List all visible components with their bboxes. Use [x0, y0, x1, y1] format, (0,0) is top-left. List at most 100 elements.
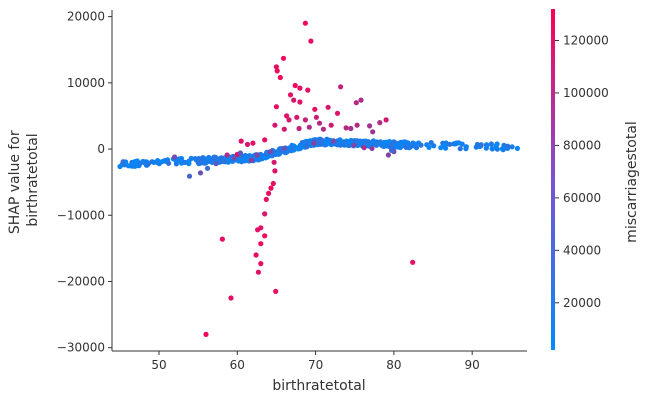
scatter-point	[308, 38, 314, 44]
scatter-point	[400, 140, 406, 146]
scatter-point	[273, 288, 279, 294]
scatter-point	[268, 185, 274, 191]
scatter-point	[361, 145, 367, 151]
scatter-point	[509, 144, 515, 150]
scatter-point	[311, 140, 317, 146]
scatter-point	[369, 145, 375, 151]
x-tick-label: 80	[386, 358, 401, 372]
scatter-point	[258, 241, 264, 247]
scatter-point	[297, 99, 303, 105]
scatter-point	[166, 160, 172, 166]
scatter-point	[266, 190, 272, 196]
scatter-point	[192, 156, 198, 162]
scatter-point	[351, 142, 357, 148]
scatter-point	[488, 141, 494, 147]
scatter-point	[132, 161, 138, 167]
scatter-point	[277, 146, 283, 152]
scatter-point	[370, 139, 376, 146]
scatter-point	[273, 64, 279, 70]
scatter-point	[302, 20, 308, 26]
y-tick-label: −10000	[57, 208, 105, 222]
scatter-point	[370, 129, 376, 135]
scatter-point	[273, 104, 279, 110]
scatter-point	[343, 125, 349, 131]
scatter-point	[256, 157, 262, 163]
scatter-point	[280, 55, 287, 61]
scatter-point	[431, 143, 437, 149]
scatter-point	[219, 236, 225, 242]
scatter-point	[244, 141, 251, 147]
y-axis-label-line-2: birthratetotal	[25, 133, 41, 226]
scatter-point	[363, 139, 369, 145]
colorbar-label: miscarriagestotal	[624, 121, 640, 243]
colorbar-tick-label: 40000	[563, 243, 601, 257]
colorbar-tick-label: 100000	[563, 86, 609, 100]
scatter-point	[277, 74, 283, 81]
y-tick-label: −30000	[57, 341, 105, 355]
scatter-point	[272, 168, 278, 174]
scatter-point	[484, 142, 490, 148]
scatter-point	[281, 145, 287, 151]
scatter-point	[328, 122, 334, 128]
scatter-point	[237, 150, 243, 156]
scatter-point	[505, 143, 511, 149]
scatter-point	[284, 113, 290, 119]
scatter-point	[338, 84, 344, 90]
scatter-point	[120, 159, 126, 165]
scatter-point	[418, 142, 424, 148]
scatter-point	[296, 125, 302, 132]
scatter-point	[412, 141, 418, 147]
scatter-point	[324, 136, 330, 142]
colorbar-tick-label: 60000	[563, 191, 601, 205]
scatter-point	[383, 143, 389, 149]
scatter-point	[258, 261, 264, 267]
scatter-point	[383, 117, 389, 123]
scatter-point	[499, 146, 505, 152]
scatter-point	[199, 156, 205, 162]
axes	[111, 10, 527, 352]
scatter-point	[291, 97, 297, 103]
scatter-point	[388, 147, 395, 153]
scatter-point	[342, 141, 348, 147]
scatter-point	[424, 142, 430, 148]
scatter-point	[304, 144, 310, 150]
scatter-point	[377, 120, 383, 126]
x-axis-label: birthratetotal	[272, 378, 365, 394]
y-axis-label-line-1: SHAP value for	[7, 130, 23, 234]
scatter-point	[305, 87, 311, 93]
scatter-point	[493, 143, 499, 149]
scatter-point	[117, 163, 123, 170]
scatter-point	[298, 142, 304, 148]
scatter-point	[457, 146, 463, 152]
scatter-point	[325, 104, 331, 110]
scatter-point	[452, 141, 458, 147]
colorbar-ticks: 20000 40000 60000 80000 100000 120000	[555, 33, 609, 310]
scatter-point	[267, 149, 273, 155]
scatter-point	[197, 170, 204, 176]
scatter-point	[302, 117, 308, 123]
scatter-point	[275, 151, 281, 157]
scatter-point	[286, 117, 292, 123]
scatter-point	[218, 155, 224, 161]
scatter-point	[151, 159, 157, 165]
scatter-point	[385, 152, 391, 158]
scatter-point	[213, 161, 219, 167]
scatter-point	[196, 160, 202, 167]
scatter-point	[306, 124, 312, 130]
scatter-point	[287, 92, 294, 98]
scatter-point	[270, 180, 276, 187]
scatter-point	[312, 106, 318, 112]
colorbar-tick-label: 120000	[563, 33, 609, 47]
scatter-point	[262, 233, 268, 239]
y-tick-label: 20000	[67, 10, 105, 24]
x-tick-label: 50	[151, 358, 166, 372]
scatter-point	[140, 158, 146, 165]
scatter-point	[224, 152, 230, 158]
scatter-point	[334, 110, 341, 116]
scatter-point	[313, 114, 319, 120]
scatter-point	[367, 123, 373, 129]
scatter-point	[295, 146, 301, 152]
scatter-point	[478, 142, 484, 148]
scatter-point	[294, 114, 300, 120]
y-axis-label: SHAP value for birthratetotal	[7, 126, 41, 234]
